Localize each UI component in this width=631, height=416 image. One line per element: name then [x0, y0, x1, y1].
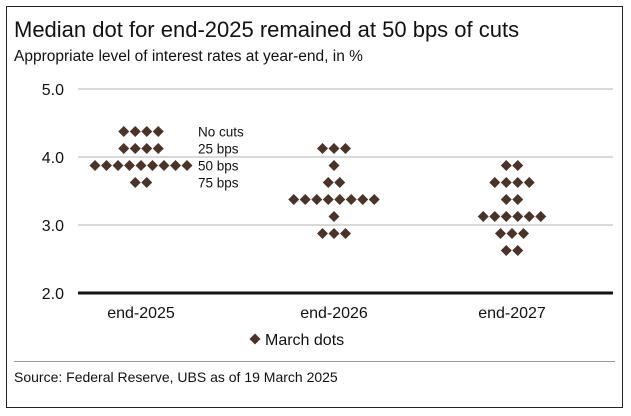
data-dot	[340, 228, 351, 239]
data-dot	[101, 160, 112, 171]
data-dot	[152, 143, 164, 154]
legend-label: March dots	[265, 332, 344, 349]
source-note: Source: Federal Reserve, UBS as of 19 Ma…	[14, 369, 338, 385]
data-dot	[489, 177, 501, 188]
data-dot	[311, 194, 323, 205]
data-dot	[512, 211, 524, 222]
data-dot	[322, 194, 334, 205]
data-dot	[518, 228, 529, 239]
data-dot	[500, 245, 512, 256]
data-dot	[506, 228, 518, 239]
data-dot	[512, 245, 524, 256]
x-tick-label: end-2027	[478, 305, 546, 322]
data-dot	[489, 211, 501, 222]
y-tick-label: 2.0	[42, 286, 64, 303]
data-dot	[357, 194, 369, 205]
data-dot	[124, 160, 135, 171]
data-dot	[170, 160, 181, 171]
y-tick-label: 5.0	[42, 82, 64, 99]
cut-annotation: 75 bps	[198, 176, 239, 191]
data-dot	[328, 143, 340, 154]
data-dot	[129, 177, 141, 188]
cut-annotation: 50 bps	[198, 159, 239, 174]
data-dot	[118, 143, 130, 154]
data-dot	[141, 126, 153, 137]
data-dot	[328, 211, 340, 222]
legend-marker	[249, 333, 261, 345]
data-dot	[288, 194, 300, 205]
data-dot	[299, 194, 311, 205]
source-divider	[14, 361, 615, 362]
data-dot	[512, 177, 524, 188]
data-dot	[340, 143, 351, 154]
cut-annotation: No cuts	[198, 125, 244, 140]
data-dot	[345, 194, 357, 205]
data-dot	[523, 211, 535, 222]
data-dot	[317, 143, 328, 154]
data-dot	[129, 126, 141, 137]
data-dot	[512, 194, 524, 205]
data-dot	[158, 160, 170, 171]
data-dot	[512, 160, 524, 171]
data-dot	[328, 160, 340, 171]
data-dot	[328, 228, 340, 239]
data-dot	[334, 194, 346, 205]
y-tick-label: 4.0	[42, 150, 64, 167]
data-dot	[141, 177, 153, 188]
data-dot	[129, 143, 141, 154]
x-tick-label: end-2026	[300, 305, 368, 322]
data-dot	[535, 211, 547, 222]
y-tick-label: 3.0	[42, 218, 64, 235]
data-dot	[495, 228, 506, 239]
chart-title: Median dot for end-2025 remained at 50 b…	[14, 17, 520, 42]
data-dot	[500, 160, 512, 171]
data-dot	[89, 160, 101, 171]
data-dot	[500, 177, 512, 188]
data-dot	[317, 228, 328, 239]
data-dot	[500, 194, 512, 205]
data-dot	[322, 177, 334, 188]
data-dot	[334, 177, 346, 188]
x-tick-label: end-2025	[107, 305, 175, 322]
data-dot	[112, 160, 124, 171]
data-dot	[477, 211, 489, 222]
chart-frame	[6, 6, 623, 408]
cut-annotation: 25 bps	[198, 142, 239, 157]
data-dot	[181, 160, 193, 171]
data-dot	[152, 126, 164, 137]
data-dot	[500, 211, 512, 222]
data-dot	[135, 160, 147, 171]
chart-subtitle: Appropriate level of interest rates at y…	[14, 48, 363, 65]
data-dot	[523, 177, 535, 188]
data-dot	[368, 194, 380, 205]
data-dot	[147, 160, 158, 171]
data-dot	[118, 126, 130, 137]
data-dot	[141, 143, 153, 154]
